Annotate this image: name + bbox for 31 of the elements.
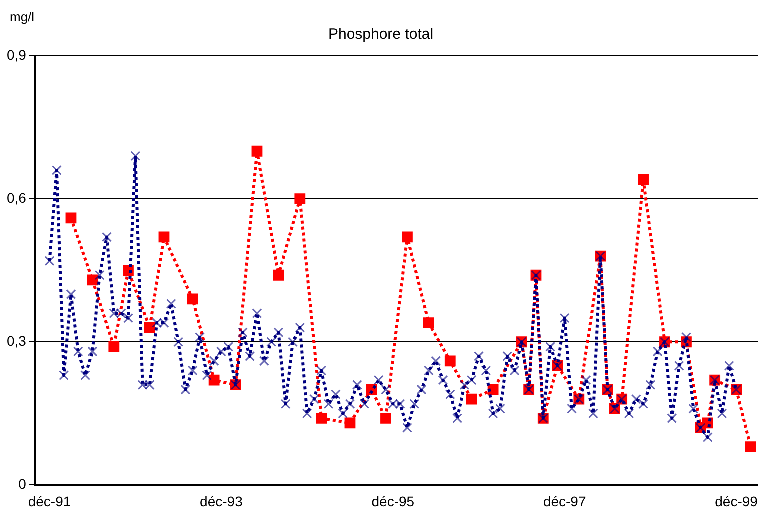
point bbox=[294, 194, 306, 205]
chart-title: Phosphore total bbox=[328, 26, 434, 44]
y-tick-label: 0,3 bbox=[6, 332, 27, 349]
point bbox=[380, 412, 392, 424]
point bbox=[108, 341, 120, 352]
point bbox=[87, 274, 98, 286]
point bbox=[316, 412, 328, 424]
x-tick-label: déc-99 bbox=[715, 493, 758, 510]
y-tick-label: 0,6 bbox=[6, 190, 27, 206]
point bbox=[466, 394, 478, 405]
y-tick-label: 0 bbox=[18, 476, 27, 492]
x-tick-label: déc-91 bbox=[28, 493, 72, 510]
point bbox=[158, 232, 170, 243]
x-tick-label: déc-97 bbox=[543, 493, 586, 510]
point bbox=[638, 174, 649, 186]
point bbox=[187, 294, 198, 305]
point bbox=[745, 442, 756, 452]
point bbox=[344, 418, 356, 429]
point bbox=[402, 232, 413, 243]
x-tick-label: déc-95 bbox=[372, 493, 415, 510]
x-tick-label: déc-93 bbox=[200, 493, 244, 510]
point bbox=[66, 212, 77, 224]
y-tick-label: 0,9 bbox=[6, 46, 27, 63]
point bbox=[423, 318, 434, 329]
point bbox=[144, 322, 156, 334]
point bbox=[273, 270, 284, 281]
point bbox=[208, 374, 220, 386]
point bbox=[488, 384, 499, 396]
point bbox=[252, 146, 263, 157]
y-axis-title: mg/l bbox=[10, 10, 35, 25]
point bbox=[444, 356, 456, 367]
